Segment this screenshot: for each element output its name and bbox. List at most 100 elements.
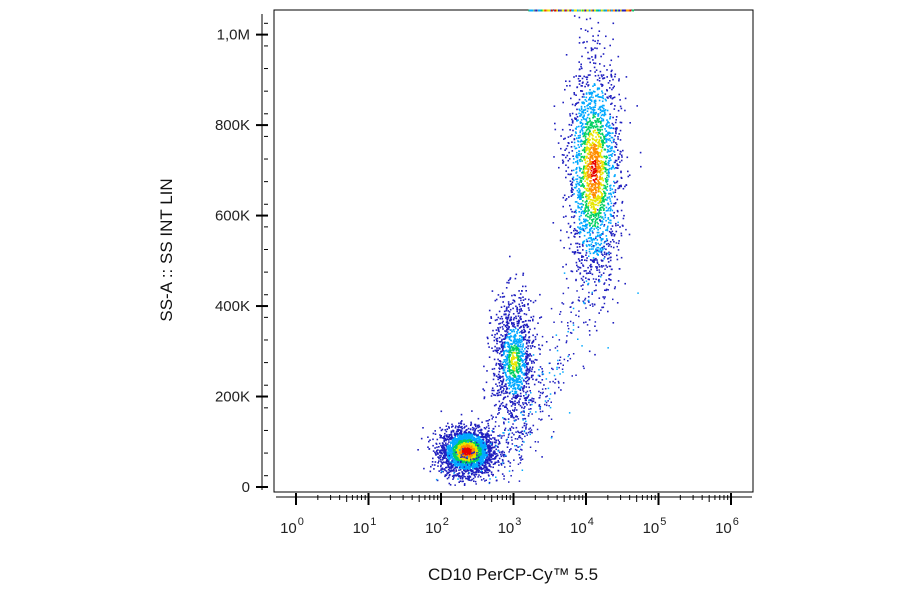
event-dot [500, 437, 503, 439]
event-dot [442, 457, 444, 460]
event-dot [489, 441, 492, 443]
event-dot [577, 162, 579, 164]
event-dot [521, 383, 523, 386]
event-dot [438, 451, 441, 454]
event-dot [451, 457, 453, 459]
event-dot [435, 451, 438, 453]
event-dot [516, 341, 518, 344]
event-dot [609, 259, 612, 262]
event-dot [522, 285, 524, 288]
event-dot [443, 435, 446, 437]
event-dot [509, 400, 511, 402]
event-dot [580, 65, 582, 68]
event-dot [481, 461, 483, 463]
event-dot [478, 441, 481, 444]
event-dot [605, 181, 608, 184]
event-dot [522, 390, 525, 393]
event-dot [522, 331, 524, 334]
event-dot [462, 462, 464, 464]
event-dot [578, 68, 581, 71]
event-dot [489, 442, 491, 444]
event-dot [585, 171, 588, 174]
event-dot [594, 106, 596, 108]
event-dot [614, 75, 616, 78]
event-dot [577, 251, 579, 254]
event-dot [509, 391, 512, 394]
event-dot [452, 444, 454, 447]
event-dot [472, 446, 474, 448]
event-dot [491, 389, 493, 392]
event-dot [486, 460, 489, 463]
event-dot [502, 375, 504, 378]
event-dot [539, 348, 541, 351]
event-dot [518, 367, 520, 369]
event-dot [523, 323, 526, 326]
event-dot [518, 327, 521, 329]
event-dot [519, 378, 522, 381]
event-dot [451, 423, 453, 426]
event-dot [449, 453, 451, 455]
event-dot [588, 99, 590, 101]
event-dot [489, 455, 492, 457]
event-dot [515, 419, 517, 421]
event-dot [521, 432, 523, 435]
event-dot [594, 200, 597, 203]
event-dot [479, 475, 482, 478]
event-dot [581, 101, 583, 104]
event-dot [460, 466, 463, 469]
event-dot [518, 384, 521, 386]
event-dot [597, 114, 600, 116]
event-dot [506, 360, 508, 362]
event-dot [471, 435, 473, 437]
event-dot [585, 92, 588, 94]
event-dot [606, 228, 608, 231]
event-dot [596, 246, 598, 249]
event-dot [509, 329, 512, 331]
event-dot [540, 316, 543, 318]
event-dot [617, 138, 619, 140]
event-dot [578, 181, 581, 184]
event-dot [473, 457, 476, 459]
event-dot [566, 231, 568, 233]
event-dot [502, 378, 505, 380]
event-dot [459, 456, 461, 459]
event-dot [512, 351, 514, 354]
event-dot [487, 441, 490, 443]
event-dot [595, 159, 598, 161]
event-dot [579, 189, 581, 192]
event-dot [611, 209, 614, 212]
event-dot [475, 453, 478, 455]
event-dot [510, 358, 513, 360]
event-dot [592, 150, 595, 152]
event-dot [515, 397, 517, 400]
event-dot [511, 398, 513, 400]
event-dot [515, 335, 517, 337]
event-dot [501, 346, 503, 348]
event-dot [525, 380, 527, 383]
event-dot [456, 428, 459, 431]
event-dot [476, 437, 479, 440]
event-dot [594, 197, 597, 199]
event-dot [587, 171, 589, 173]
event-dot [491, 347, 493, 349]
event-dot [582, 275, 585, 278]
event-dot [617, 149, 619, 151]
event-dot [474, 439, 477, 441]
event-dot [614, 174, 616, 176]
event-dot [519, 381, 522, 384]
event-dot [597, 93, 599, 96]
event-dot [612, 116, 614, 119]
event-dot [560, 135, 562, 137]
event-dot [523, 305, 526, 307]
event-dot [585, 210, 588, 212]
event-dot [604, 137, 607, 140]
event-dot [607, 261, 610, 263]
event-dot [617, 249, 620, 251]
event-dot [497, 443, 500, 445]
event-dot [615, 181, 618, 184]
event-dot [608, 126, 610, 129]
event-dot [524, 324, 527, 327]
event-dot [460, 449, 462, 451]
event-dot [518, 364, 521, 367]
event-dot [518, 342, 520, 344]
